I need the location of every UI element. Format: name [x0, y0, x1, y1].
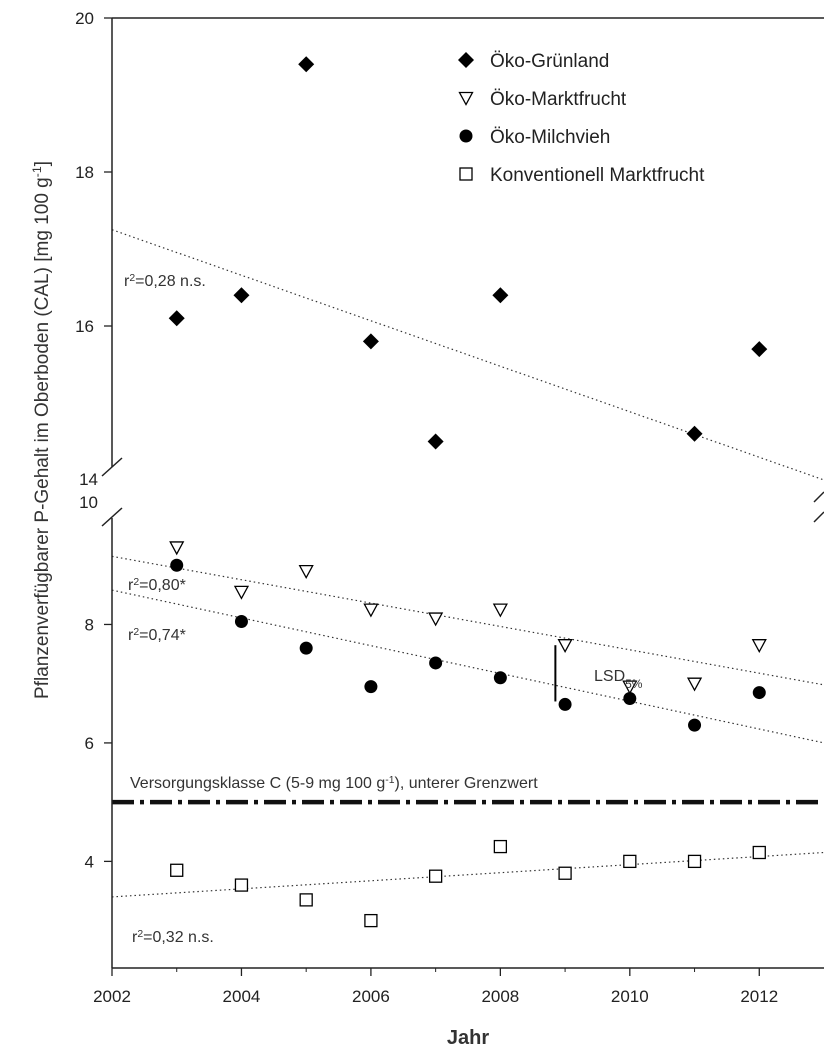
legend-marker-3 — [459, 167, 473, 181]
y-tick-label: 20 — [75, 9, 94, 28]
x-tick-label: 2006 — [352, 987, 390, 1006]
data-point-3 — [687, 854, 702, 869]
data-point-0 — [492, 287, 509, 304]
legend-marker-2 — [459, 129, 473, 143]
legend-marker-0 — [458, 52, 474, 68]
data-point-1 — [428, 612, 444, 627]
data-point-1 — [751, 639, 767, 654]
data-point-2 — [429, 656, 443, 670]
reference-line-label: Versorgungsklasse C (5-9 mg 100 g-1), un… — [130, 775, 538, 793]
data-point-3 — [428, 869, 443, 883]
data-point-1 — [686, 677, 703, 692]
data-point-0 — [751, 341, 768, 358]
data-point-2 — [623, 692, 637, 705]
axis-break-mark-right-lower — [813, 511, 824, 523]
data-point-2 — [558, 697, 572, 711]
legend-label-2: Öko-Milchvieh — [490, 127, 610, 148]
data-point-1 — [169, 541, 185, 556]
trendline-2 — [111, 589, 824, 744]
y-tick-label: 10 — [79, 493, 98, 512]
data-point-2 — [299, 641, 313, 655]
legend-label-1: Öko-Marktfrucht — [490, 89, 627, 110]
data-point-0 — [298, 56, 315, 73]
trend-label-1: r2=0,80* — [128, 577, 186, 595]
data-point-0 — [233, 287, 250, 304]
y-tick-label: 8 — [85, 615, 94, 634]
data-point-0 — [686, 425, 703, 442]
legend-marker-1 — [458, 91, 474, 106]
axis-break-mark-lower — [101, 507, 123, 527]
data-point-0 — [168, 310, 185, 327]
y-axis-title: Pflanzenverfügbarer P-Gehalt im Oberbode… — [30, 161, 53, 699]
x-tick-label: 2002 — [93, 987, 131, 1006]
data-point-3 — [558, 866, 572, 880]
x-tick-label: 2004 — [223, 987, 261, 1006]
data-point-1 — [557, 639, 573, 654]
axes-layer: 14 16 18 20 4 6 8 10 2002 2004 2006 2008 2010 2012 Jah… — [30, 9, 824, 1049]
data-point-3 — [234, 878, 249, 892]
data-point-2 — [688, 718, 702, 732]
data-point-0 — [427, 433, 444, 450]
data-point-1 — [363, 603, 379, 618]
x-axis-title: Jahr — [447, 1027, 489, 1049]
legend-label-3: Konventionell Marktfrucht — [490, 165, 705, 186]
x-tick-label: 2012 — [740, 987, 778, 1006]
y-tick-label: 18 — [75, 163, 94, 182]
annotation-layer: Versorgungsklasse C (5-9 mg 100 g-1), un… — [124, 273, 643, 947]
y-tick-label: 14 — [79, 470, 98, 489]
data-point-2 — [752, 686, 766, 700]
axis-break-mark-right-upper — [813, 491, 824, 503]
data-point-3 — [493, 839, 508, 854]
axis-break-mark-upper — [101, 457, 123, 477]
marker-layer — [168, 56, 768, 928]
x-tick-label: 2008 — [481, 987, 519, 1006]
data-point-1 — [233, 585, 250, 600]
data-point-2 — [493, 671, 507, 685]
data-point-3 — [623, 854, 637, 869]
lsd-label: LSD5% — [594, 668, 643, 691]
trend-label-0: r2=0,28 n.s. — [124, 273, 206, 291]
legend-label-0: Öko-Grünland — [490, 51, 609, 72]
data-point-3 — [364, 913, 378, 928]
trendline-3 — [111, 851, 824, 898]
data-point-1 — [298, 565, 314, 580]
data-point-3 — [752, 845, 766, 860]
legend: Öko-Grünland Öko-Marktfrucht Öko-Milchvieh… — [458, 51, 705, 186]
trend-label-3: r2=0,32 n.s. — [132, 929, 214, 947]
data-point-2 — [170, 558, 184, 572]
y-tick-label: 4 — [85, 852, 94, 871]
data-point-2 — [234, 615, 248, 628]
data-point-3 — [170, 863, 184, 877]
data-point-0 — [362, 333, 379, 350]
y-tick-label: 16 — [75, 317, 94, 336]
trendline-1 — [111, 555, 824, 686]
data-point-1 — [492, 603, 508, 618]
plot-grid-layer — [111, 229, 824, 898]
trend-label-2: r2=0,74* — [128, 627, 186, 645]
y-tick-label: 6 — [85, 734, 94, 753]
data-point-2 — [364, 680, 378, 694]
x-tick-label: 2010 — [611, 987, 649, 1006]
data-point-3 — [299, 893, 313, 907]
trendline-0 — [111, 229, 824, 481]
data-point-1 — [622, 680, 638, 695]
